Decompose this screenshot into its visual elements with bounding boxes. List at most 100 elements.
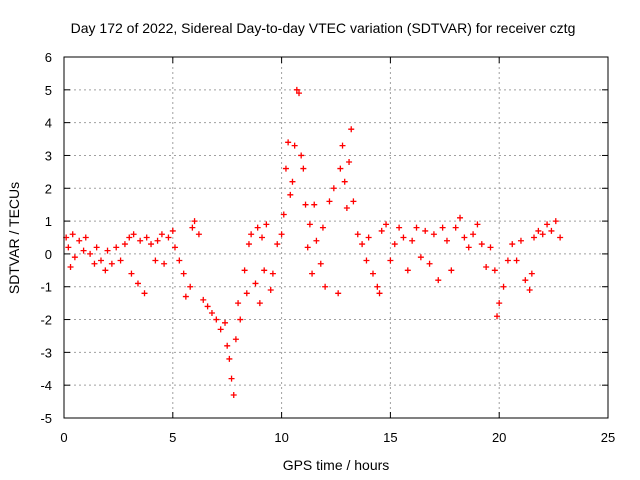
data-point (241, 267, 248, 274)
data-point (232, 336, 239, 343)
data-point (254, 224, 261, 231)
data-point (387, 257, 394, 264)
data-point (343, 204, 350, 211)
data-point (113, 244, 120, 251)
y-axis-label: SDTVAR / TECUs (6, 182, 22, 294)
data-point (287, 191, 294, 198)
data-point (517, 237, 524, 244)
data-point (80, 247, 87, 254)
data-point (354, 231, 361, 238)
data-point (326, 198, 333, 205)
y-tick-label: 6 (45, 50, 52, 65)
data-point (171, 244, 178, 251)
data-point (531, 234, 538, 241)
data-point (222, 319, 229, 326)
data-point (82, 234, 89, 241)
data-point (180, 270, 187, 277)
data-point (243, 290, 250, 297)
data-point (350, 198, 357, 205)
data-point (117, 257, 124, 264)
data-point (278, 231, 285, 238)
data-point (165, 234, 172, 241)
data-point (195, 231, 202, 238)
data-point (102, 267, 109, 274)
y-tick-label: 2 (45, 181, 52, 196)
y-tick-label: -3 (40, 345, 52, 360)
data-point (452, 224, 459, 231)
data-point (224, 342, 231, 349)
data-point (435, 277, 442, 284)
data-point (500, 283, 507, 290)
data-point (200, 296, 207, 303)
data-point (263, 221, 270, 228)
data-point (300, 165, 307, 172)
y-tick-label: -4 (40, 378, 52, 393)
data-point (330, 185, 337, 192)
data-points (63, 86, 564, 399)
x-tick-label: 20 (492, 430, 506, 445)
data-point (291, 142, 298, 149)
data-point (182, 293, 189, 300)
data-point (359, 241, 366, 248)
x-tick-label: 25 (601, 430, 615, 445)
data-point (448, 267, 455, 274)
y-tick-label: 5 (45, 83, 52, 98)
data-point (104, 247, 111, 254)
data-point (228, 375, 235, 382)
data-point (504, 257, 511, 264)
data-point (293, 86, 300, 93)
data-point (269, 270, 276, 277)
data-point (130, 231, 137, 238)
data-point (557, 234, 564, 241)
y-tick-label: -5 (40, 411, 52, 426)
y-tick-label: -1 (40, 280, 52, 295)
y-tick-label: 1 (45, 214, 52, 229)
data-point (230, 392, 237, 399)
data-point (128, 270, 135, 277)
data-point (235, 300, 242, 307)
data-point (296, 90, 303, 97)
y-tick-label: -2 (40, 313, 52, 328)
data-point (154, 237, 161, 244)
data-point (422, 227, 429, 234)
data-point (67, 264, 74, 271)
data-point (213, 316, 220, 323)
data-point (461, 234, 468, 241)
data-point (496, 300, 503, 307)
data-point (91, 260, 98, 267)
data-point (280, 211, 287, 218)
data-point (513, 257, 520, 264)
data-point (457, 214, 464, 221)
data-point (539, 231, 546, 238)
data-point (474, 221, 481, 228)
x-tick-label: 0 (60, 430, 67, 445)
data-point (509, 241, 516, 248)
x-tick-label: 15 (383, 430, 397, 445)
data-point (256, 300, 263, 307)
data-point (65, 244, 72, 251)
data-point (439, 224, 446, 231)
data-point (158, 231, 165, 238)
data-point (378, 227, 385, 234)
axis-ticks: 0 5 10 15 20 25 -5 -4 -3 -2 -1 0 1 2 3 4 5 6 (40, 50, 615, 445)
data-point (245, 241, 252, 248)
data-point (335, 290, 342, 297)
data-point (121, 241, 128, 248)
data-point (282, 165, 289, 172)
data-point (285, 139, 292, 146)
data-point (409, 237, 416, 244)
data-point (552, 218, 559, 225)
x-axis-label: GPS time / hours (283, 457, 390, 473)
data-point (374, 283, 381, 290)
data-point (267, 287, 274, 294)
data-point (191, 218, 198, 225)
data-point (252, 280, 259, 287)
data-point (69, 231, 76, 238)
data-point (417, 254, 424, 261)
data-point (383, 221, 390, 228)
data-point (313, 237, 320, 244)
data-point (189, 224, 196, 231)
data-point (470, 231, 477, 238)
data-point (126, 234, 133, 241)
